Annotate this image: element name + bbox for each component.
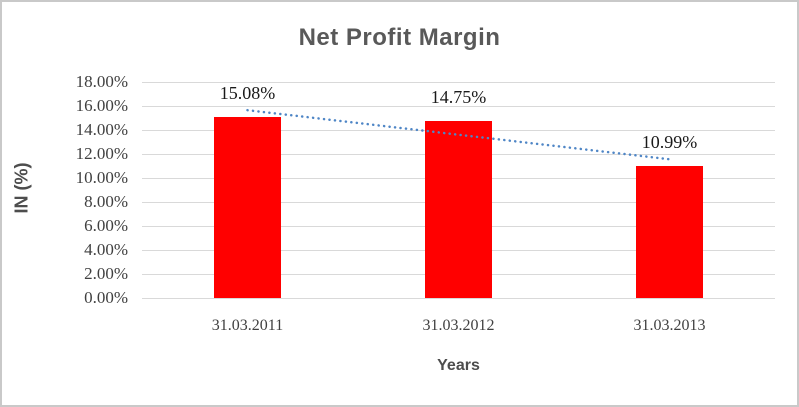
y-axis-tick-label: 2.00% xyxy=(84,264,128,283)
y-axis-tick-label: 14.00% xyxy=(75,120,128,139)
x-axis-tick-label: 31.03.2011 xyxy=(211,317,284,334)
gridline xyxy=(142,106,775,107)
y-axis-tick-label: 8.00% xyxy=(84,192,128,211)
bar-3 xyxy=(636,166,703,298)
y-axis-tick-label: 10.00% xyxy=(75,168,128,187)
y-axis-tick-label: 0.00% xyxy=(84,288,128,307)
bar-data-label: 15.08% xyxy=(219,83,276,104)
y-axis-tick-label: 12.00% xyxy=(75,144,128,163)
y-axis-tick-label: 16.00% xyxy=(75,96,128,115)
y-axis-tick-label: 6.00% xyxy=(84,216,128,235)
x-axis-tick-label: 31.03.2013 xyxy=(633,317,706,334)
gridline xyxy=(142,82,775,83)
y-axis-tick-label: 18.00% xyxy=(75,72,128,91)
chart-title: Net Profit Margin xyxy=(298,24,501,51)
gridline xyxy=(142,298,775,299)
bar-1 xyxy=(214,117,281,298)
y-axis-tick-label: 4.00% xyxy=(84,240,128,259)
bar-data-label: 14.75% xyxy=(430,87,487,107)
bar-2 xyxy=(425,121,492,298)
x-axis-title: Years xyxy=(437,357,480,374)
bar-data-label: 10.99% xyxy=(641,132,698,153)
x-axis-tick-label: 31.03.2012 xyxy=(422,317,495,334)
